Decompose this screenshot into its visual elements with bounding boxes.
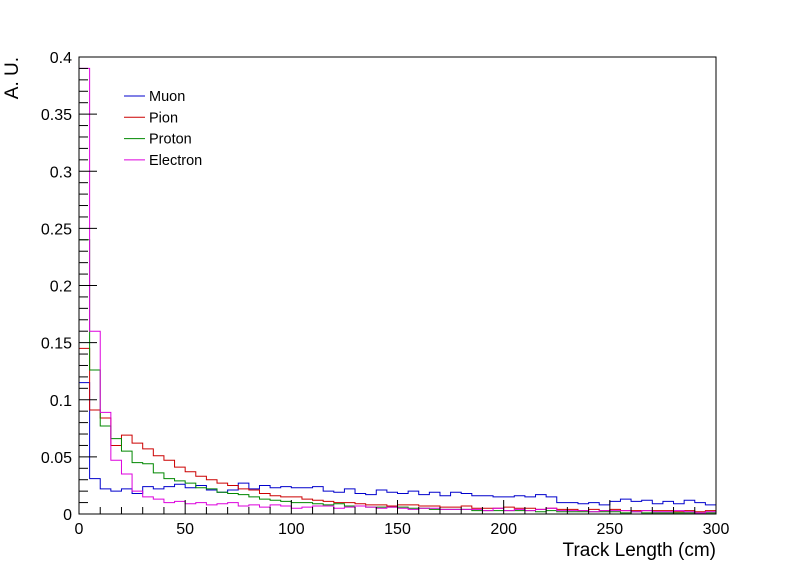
y-tick-label: 0.2 (50, 279, 72, 296)
y-tick-label: 0.15 (41, 336, 72, 353)
legend: Muon Pion Proton Electron (124, 89, 202, 169)
series-proton-line (79, 239, 716, 514)
y-axis: 0 0.05 0.1 0.15 0.2 0.25 0.3 0.35 0.4 (41, 50, 97, 524)
x-tick-label: 50 (176, 521, 194, 538)
y-tick-label: 0.3 (50, 164, 72, 181)
legend-label-proton: Proton (149, 132, 192, 148)
x-tick-label: 250 (596, 521, 623, 538)
x-tick-label: 0 (75, 521, 84, 538)
x-tick-label: 150 (384, 521, 411, 538)
x-tick-label: 100 (278, 521, 305, 538)
y-tick-label: 0.05 (41, 450, 72, 467)
series-pion-line (79, 347, 716, 513)
legend-label-muon: Muon (149, 89, 185, 105)
y-axis-title: A. U. (2, 57, 23, 99)
x-tick-label: 300 (703, 521, 730, 538)
x-tick-label: 200 (490, 521, 517, 538)
y-tick-label: 0 (63, 507, 72, 524)
series-muon-line (79, 382, 716, 506)
x-axis: 0 50 100 150 200 250 300 (75, 500, 730, 538)
y-tick-label: 0.25 (41, 221, 72, 238)
legend-label-pion: Pion (149, 110, 178, 126)
y-tick-label: 0.35 (41, 107, 72, 124)
y-tick-label: 0.1 (50, 393, 72, 410)
legend-label-electron: Electron (149, 153, 202, 169)
x-axis-title: Track Length (cm) (563, 540, 716, 561)
y-tick-label: 0.4 (50, 50, 72, 67)
